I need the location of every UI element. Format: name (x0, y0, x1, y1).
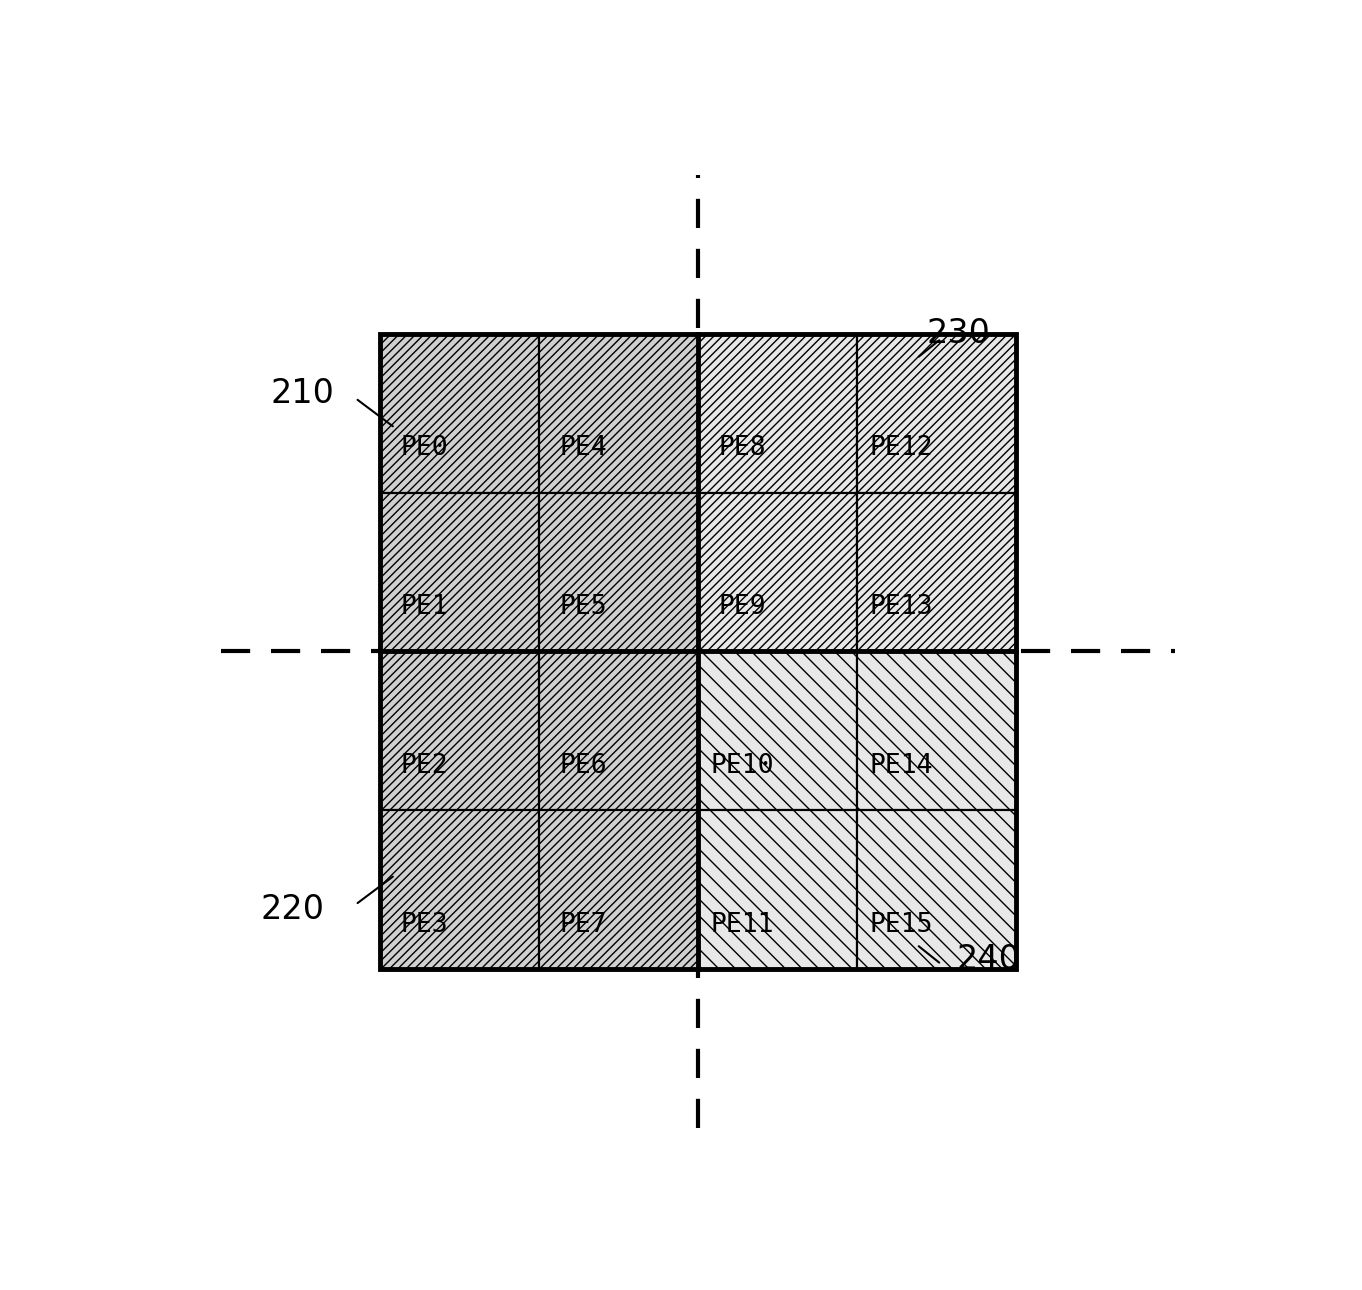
Bar (857, 651, 1016, 810)
Bar (380, 334, 1016, 969)
Text: PE4: PE4 (560, 435, 607, 461)
Text: PE8: PE8 (719, 435, 767, 461)
Bar (697, 651, 857, 810)
Text: PE10: PE10 (711, 753, 774, 779)
Bar (697, 334, 857, 493)
Bar (380, 651, 539, 810)
Text: PE13: PE13 (870, 593, 933, 620)
Bar (380, 334, 539, 493)
Bar (697, 810, 857, 969)
Text: PE3: PE3 (400, 912, 448, 938)
Text: PE5: PE5 (560, 593, 607, 620)
Bar (857, 810, 1016, 969)
Text: PE0: PE0 (400, 435, 448, 461)
Bar (857, 493, 1016, 651)
Text: PE12: PE12 (870, 435, 933, 461)
Text: PE2: PE2 (400, 753, 448, 779)
Text: PE11: PE11 (711, 912, 774, 938)
Bar (857, 334, 1016, 493)
Bar (380, 810, 539, 969)
Text: PE15: PE15 (870, 912, 933, 938)
Bar (539, 493, 697, 651)
Text: 240: 240 (956, 943, 1020, 975)
Bar (697, 493, 857, 651)
Bar (380, 493, 539, 651)
Text: 230: 230 (926, 317, 990, 350)
Bar (539, 810, 697, 969)
Text: PE7: PE7 (560, 912, 607, 938)
Bar (539, 334, 697, 493)
Text: 220: 220 (262, 893, 326, 926)
Text: PE1: PE1 (400, 593, 448, 620)
Bar (539, 651, 697, 810)
Text: PE9: PE9 (719, 593, 767, 620)
Text: PE14: PE14 (870, 753, 933, 779)
Text: PE6: PE6 (560, 753, 607, 779)
Text: 210: 210 (271, 377, 335, 410)
